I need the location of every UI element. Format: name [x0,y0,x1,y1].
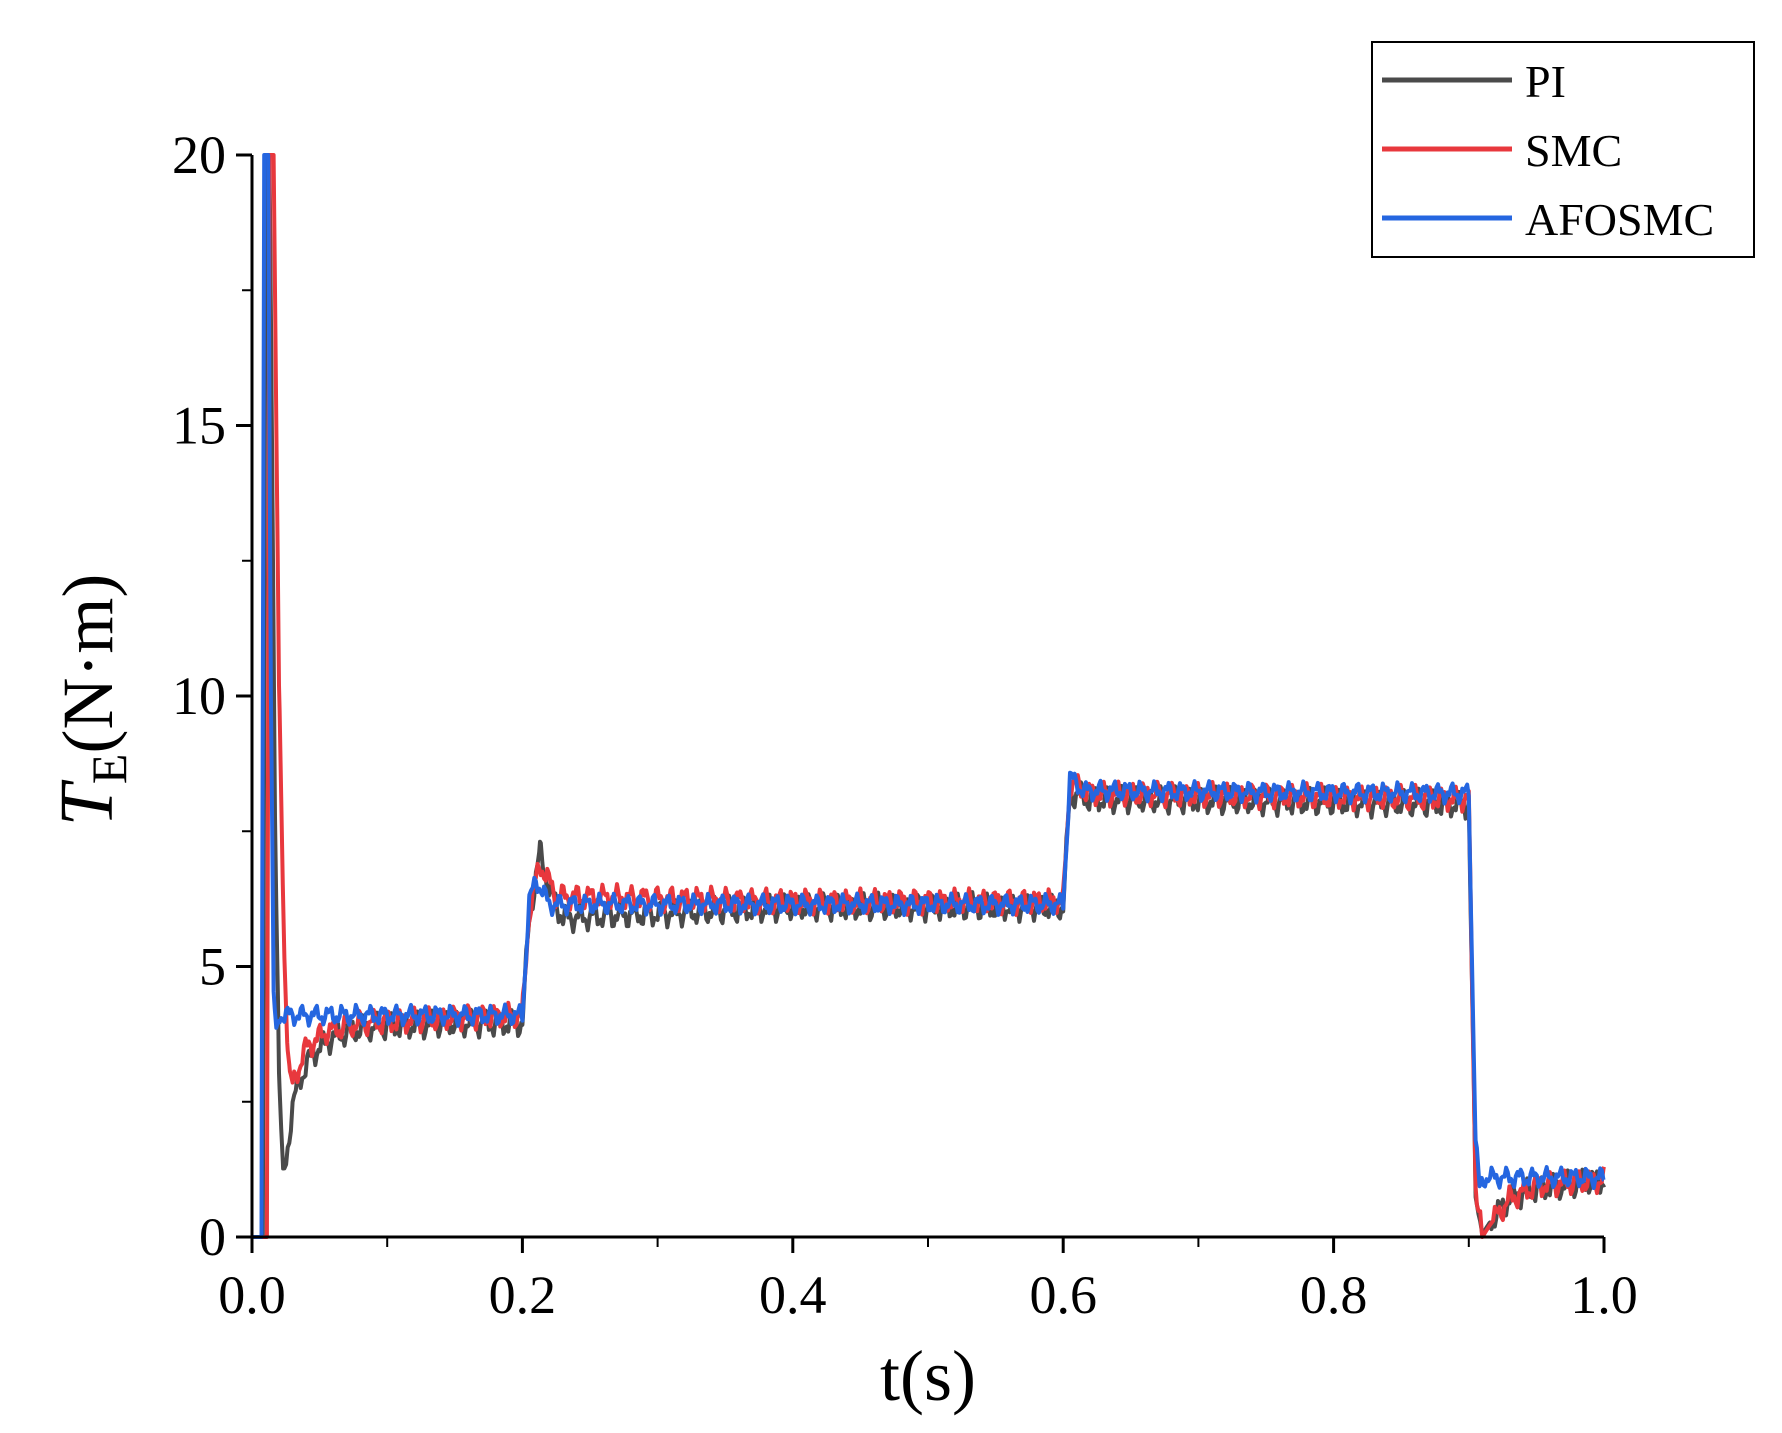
legend-label-smc: SMC [1525,125,1622,176]
x-tick-label: 0.0 [218,1265,286,1325]
y-tick-label: 20 [172,125,226,185]
y-tick-label: 10 [172,666,226,726]
y-axis-subscript: E [81,754,137,785]
x-tick-label: 0.6 [1029,1265,1097,1325]
y-tick-label: 0 [199,1207,226,1267]
legend: PI SMC AFOSMC [1371,41,1755,258]
x-ticks: 0.0 0.2 0.4 0.6 0.8 1.0 [218,1237,1638,1325]
legend-label-afosmc: AFOSMC [1525,194,1714,245]
legend-label-pi: PI [1525,56,1566,107]
y-tick-label: 5 [199,937,226,997]
x-axis-title: t(s) [880,1336,976,1416]
x-tick-label: 0.4 [759,1265,827,1325]
axes-layer: 0.0 0.2 0.4 0.6 0.8 1.0 0 5 10 15 20 [172,125,1638,1325]
series-layer [251,153,1606,1239]
x-tick-label: 0.2 [489,1265,557,1325]
y-axis-unit: (N·m) [48,574,128,754]
series-line-afosmc [251,153,1606,1239]
y-axis-title: TE(N·m) [45,574,137,827]
y-axis-symbol: T [45,779,129,826]
y-tick-label: 15 [172,396,226,456]
y-ticks: 0 5 10 15 20 [172,125,252,1267]
x-tick-label: 1.0 [1570,1265,1638,1325]
x-tick-label: 0.8 [1300,1265,1368,1325]
y-axis-title-text: TE(N·m) [45,574,137,827]
